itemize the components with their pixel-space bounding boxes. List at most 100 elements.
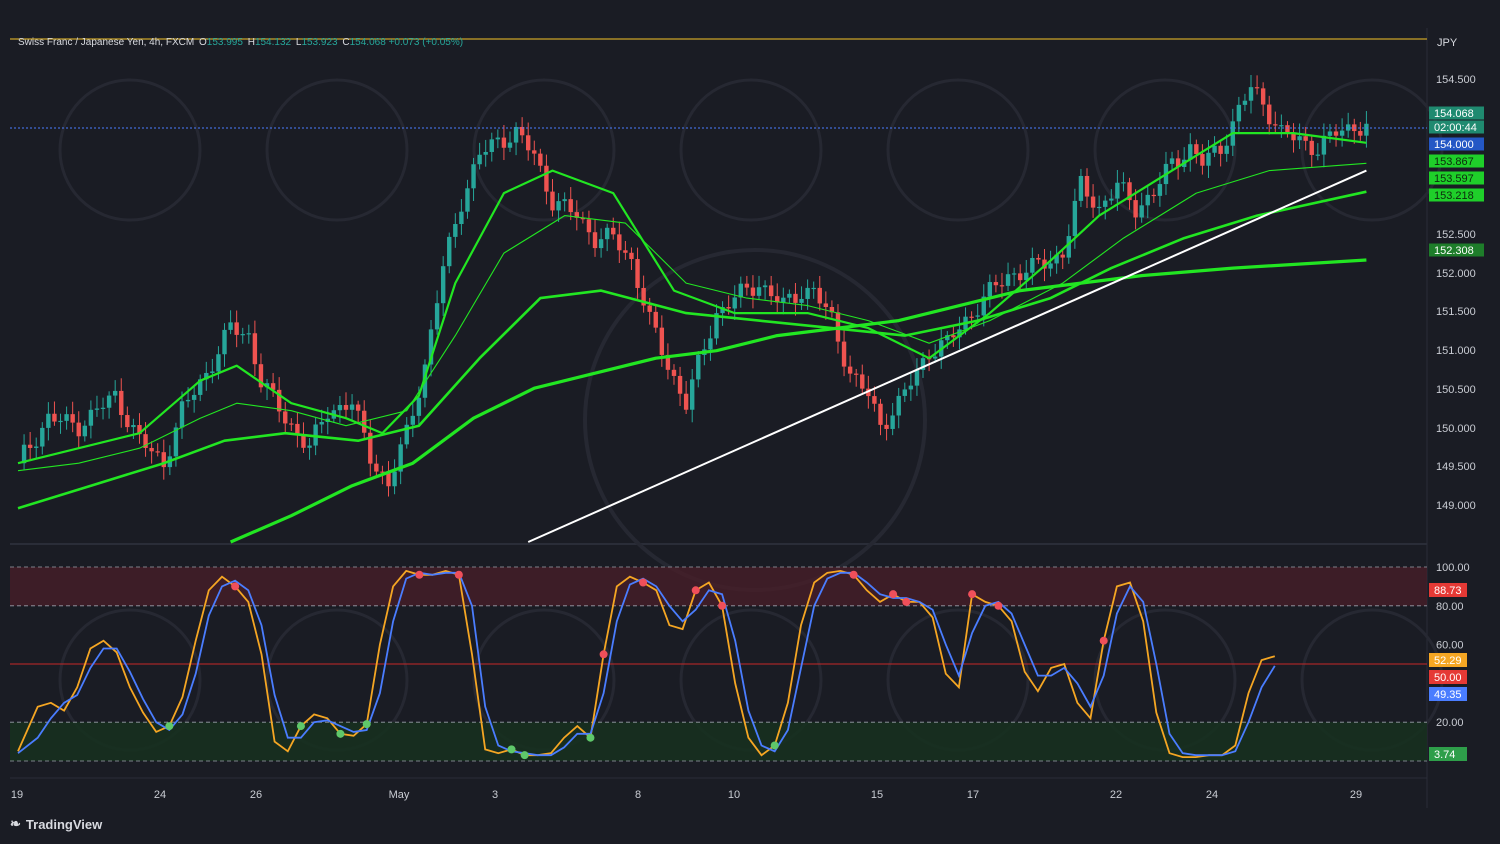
candle-body (945, 335, 950, 341)
candle-body (647, 305, 652, 312)
candle-body (878, 403, 883, 425)
candle-body (993, 282, 999, 286)
candle-body (416, 397, 422, 416)
candle-body (1260, 88, 1266, 105)
candle-body (58, 420, 63, 423)
price-tag-label: 153.867 (1434, 156, 1474, 168)
candle-body (204, 372, 209, 380)
high-value: 154.132 (254, 37, 292, 48)
price-tag (1429, 243, 1484, 257)
stochastic-line (17, 571, 1276, 757)
candle-body (40, 427, 45, 447)
price-axis-tick: 151.000 (1436, 345, 1476, 357)
candle-body (289, 423, 294, 425)
candle-body (380, 471, 385, 473)
candle-body (1254, 87, 1260, 89)
candle-body (556, 201, 561, 211)
candle-body (860, 374, 865, 389)
watermark-ring (1093, 78, 1237, 222)
candle-body (1267, 104, 1272, 125)
price-tag-label: 153.218 (1434, 190, 1474, 202)
candle-body (88, 409, 94, 426)
candle-body (1327, 131, 1333, 136)
candle-body (726, 307, 731, 309)
candle-body (872, 396, 877, 404)
candle-body (404, 424, 409, 445)
main-pane[interactable] (10, 28, 1427, 542)
candle-body (653, 311, 658, 328)
candle-body (191, 394, 197, 400)
time-axis-tick: 10 (728, 789, 740, 801)
close-value: 154.068 (349, 37, 386, 48)
price-tag-label: 153.597 (1434, 173, 1474, 185)
candle-body (21, 444, 27, 464)
stoch-axis-tick: 60.00 (1436, 640, 1464, 652)
candle-body (847, 366, 853, 374)
open-label: O (198, 37, 207, 48)
candle-body (629, 252, 634, 260)
candle-body (307, 445, 312, 448)
candle-body (690, 379, 695, 410)
candle-body (951, 335, 956, 338)
candle-body (1109, 198, 1114, 201)
candle-body (143, 434, 148, 448)
cross-signal-marker (296, 722, 305, 731)
candle-body (841, 341, 847, 367)
candle-body (1042, 259, 1047, 269)
trendline[interactable] (527, 169, 1367, 543)
cross-signal-marker (507, 745, 516, 754)
candle-body (932, 356, 938, 359)
time-axis-tick: 19 (11, 789, 23, 801)
candle-body (696, 354, 701, 380)
candle-body (465, 188, 470, 212)
candle-body (1151, 194, 1157, 197)
cross-signal-marker (415, 570, 424, 579)
candle-body (355, 404, 361, 411)
moving-average-line (17, 132, 1367, 465)
candle-body (538, 153, 543, 166)
candle-body (1169, 158, 1175, 164)
price-axis-tick: 151.500 (1436, 306, 1476, 318)
cross-signal-marker (336, 729, 345, 738)
candle-body (1103, 200, 1108, 207)
candle-body (641, 287, 646, 306)
time-axis-tick: 29 (1350, 789, 1362, 801)
candle-body (410, 415, 416, 425)
candle-body (526, 135, 531, 151)
symbol-legend: Swiss Franc / Japanese Yen, 4h, FXCM O 15… (18, 37, 463, 48)
candle-body (216, 354, 221, 372)
symbol-name[interactable]: Swiss Franc / Japanese Yen, 4h, FXCM (18, 37, 195, 48)
currency-label: JPY (1437, 37, 1458, 49)
candle-body (1084, 175, 1090, 197)
candle-body (750, 287, 756, 296)
watermark-ring (472, 78, 616, 222)
candle-body (1303, 136, 1308, 141)
candle-body (513, 126, 519, 143)
candle-body (580, 217, 586, 220)
price-axis-tick: 154.500 (1436, 74, 1476, 86)
cross-signal-marker (718, 601, 727, 610)
candle-body (1297, 136, 1302, 141)
price-axis-tick: 149.500 (1436, 461, 1476, 473)
candle-body (137, 425, 142, 435)
cross-signal-marker (770, 741, 779, 750)
candle-body (501, 137, 507, 148)
candle-body (64, 414, 69, 421)
candle-body (440, 266, 446, 304)
stoch-value-tag-label: 3.74 (1434, 749, 1455, 761)
watermark-ring (58, 78, 202, 222)
tradingview-branding[interactable]: ❧ TradingView (10, 816, 102, 832)
low-label: L (295, 37, 302, 48)
candle-body (374, 463, 379, 472)
candle-body (519, 126, 525, 136)
candle-body (234, 322, 239, 335)
time-axis-tick: 8 (635, 789, 641, 801)
cross-signal-marker (599, 650, 608, 659)
candle-body (82, 425, 88, 437)
stoch-value-tag (1429, 747, 1467, 761)
candle-body (155, 451, 160, 453)
candle-body (240, 334, 245, 336)
candle-body (1358, 131, 1363, 136)
time-axis-tick: 26 (250, 789, 262, 801)
